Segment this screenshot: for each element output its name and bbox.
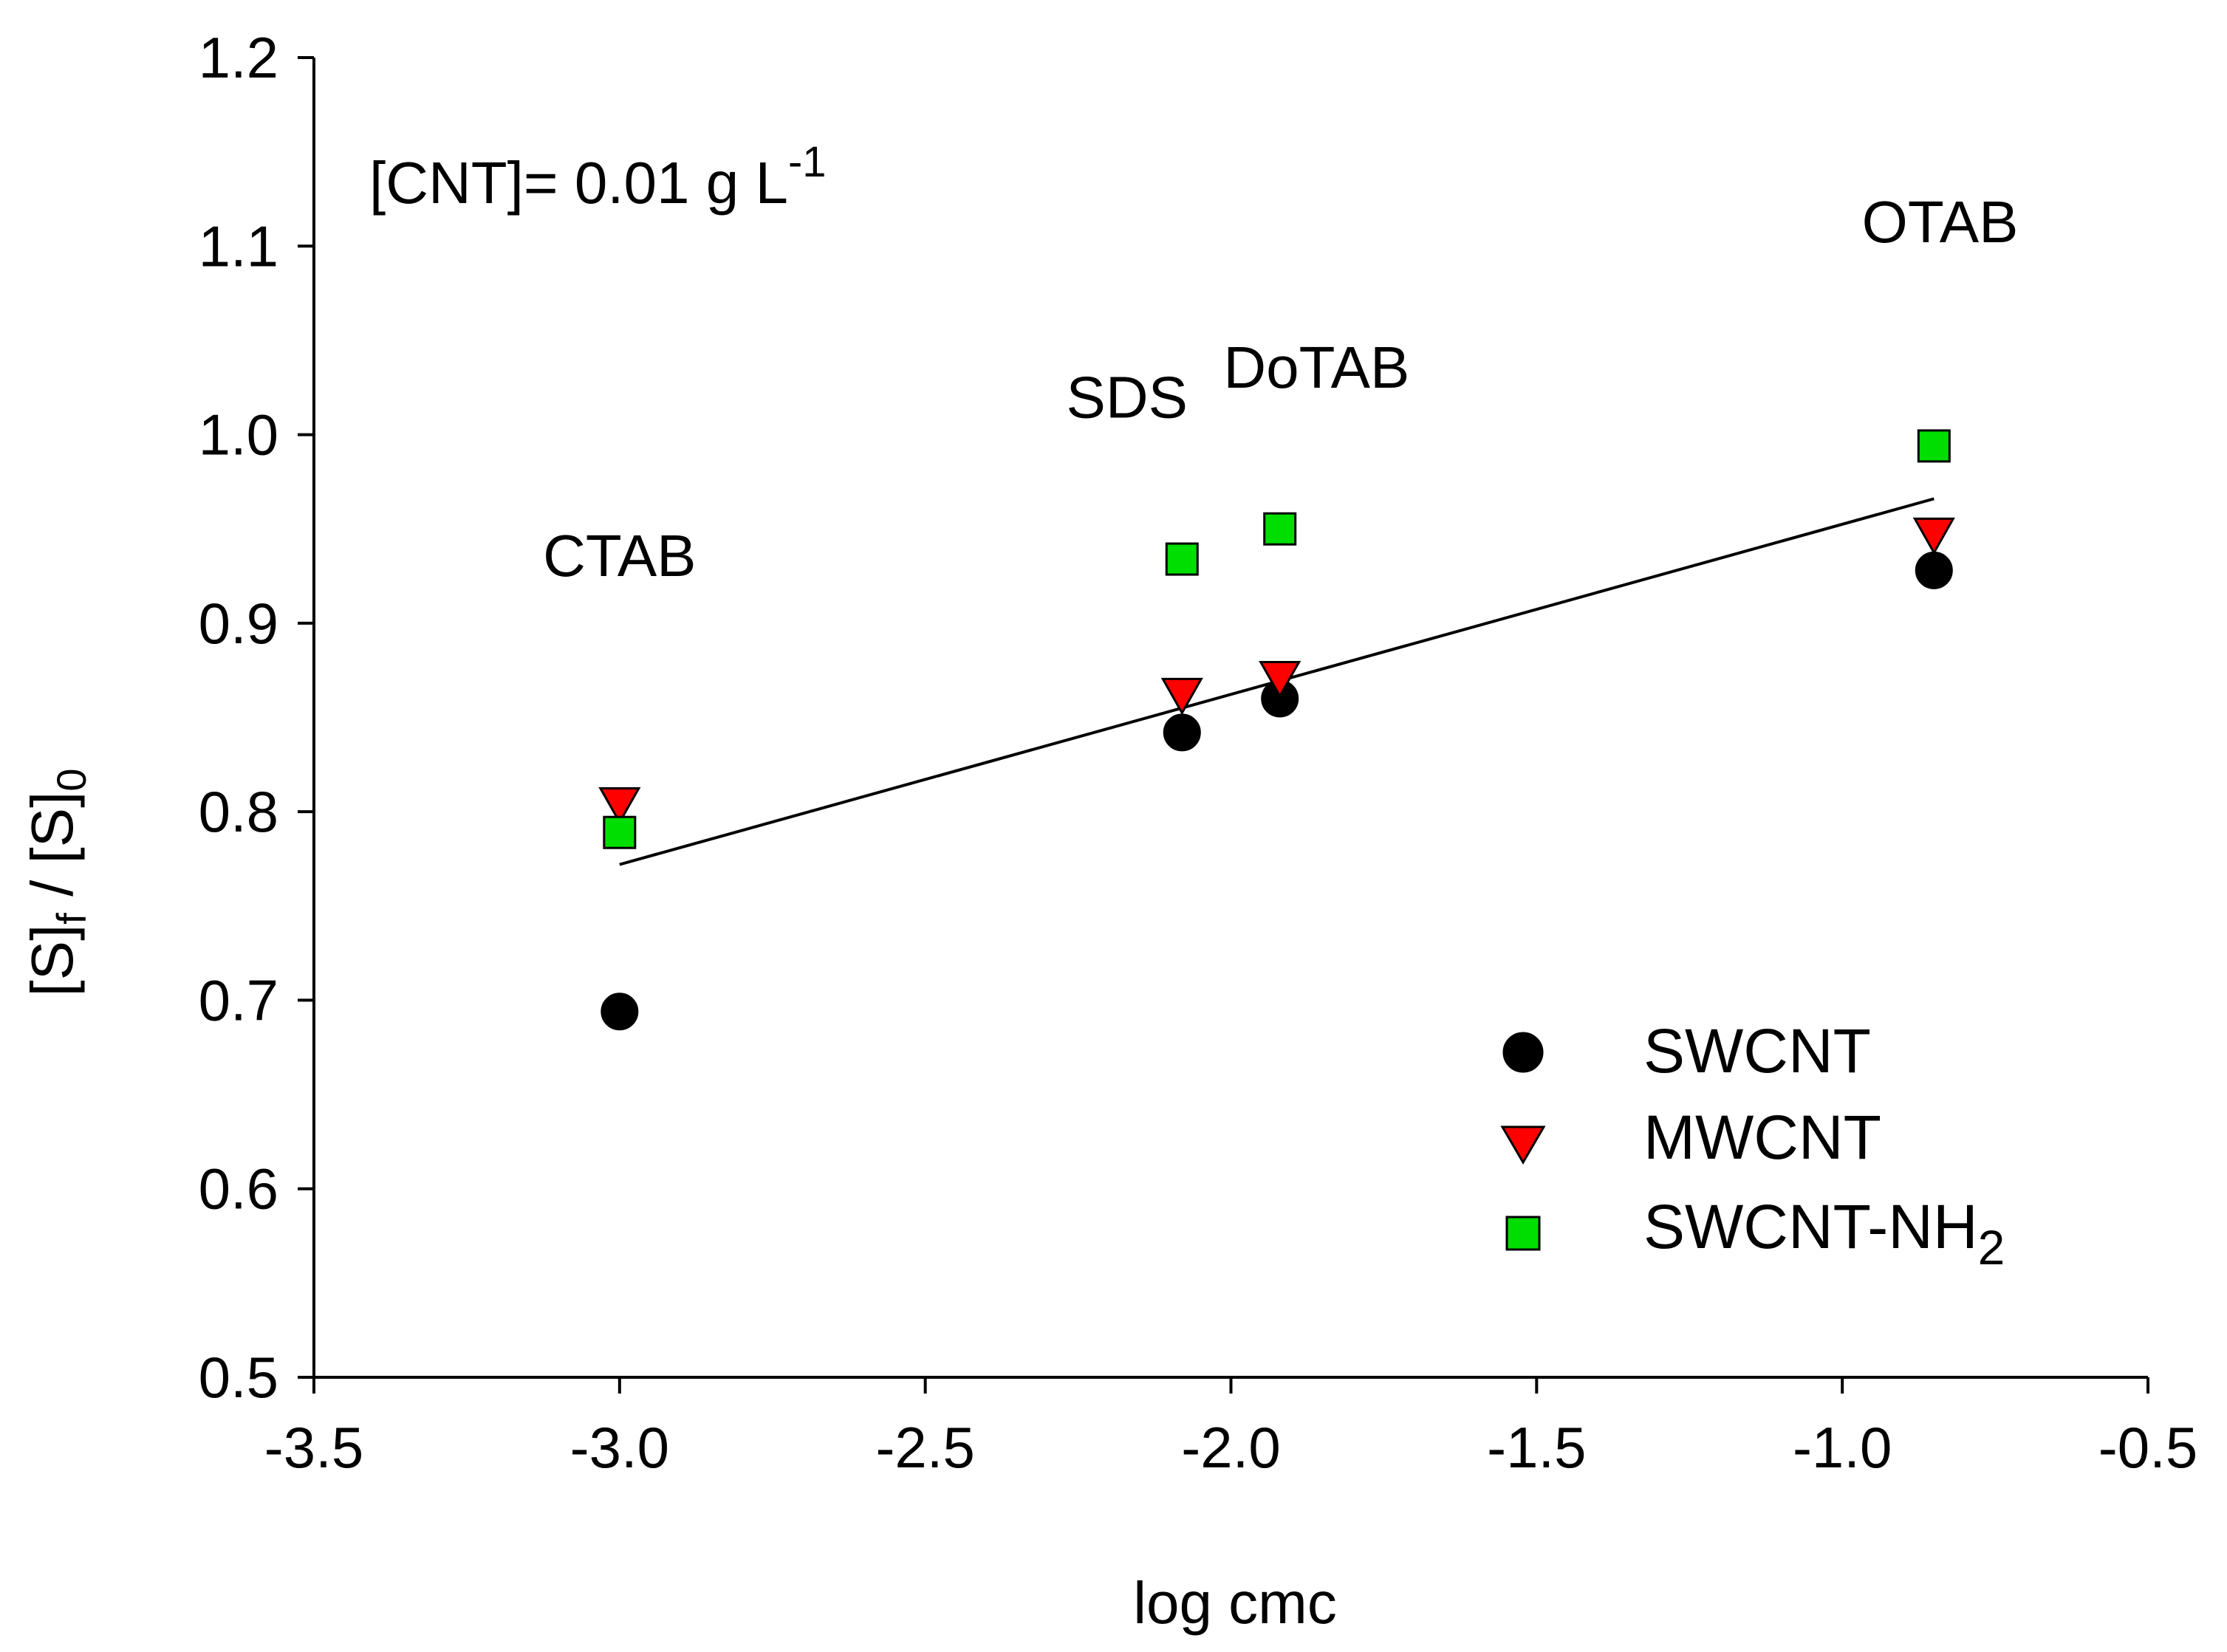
x-tick-label: -0.5 — [2098, 1415, 2197, 1480]
point-swcnt-3 — [1915, 551, 1953, 589]
y-tick-label: 1.2 — [199, 25, 278, 90]
legend: SWCNT MWCNT SWCNT-NH2 — [1500, 1016, 2005, 1275]
x-axis-title: log cmc — [1133, 1570, 1337, 1636]
annotation-dotab: DoTAB — [1223, 335, 1409, 400]
y-axis-title-sub-f: f — [48, 913, 95, 925]
legend-label-mwcnt: MWCNT — [1643, 1103, 1881, 1172]
y-tick-label: 0.9 — [199, 591, 278, 656]
point-mwcnt-0 — [598, 786, 641, 825]
data-points — [598, 429, 1955, 1031]
y-tick-label: 0.8 — [199, 779, 278, 844]
point-swcnt-nh-2 — [1263, 512, 1297, 546]
point-swcnt-nh-1 — [1165, 542, 1199, 576]
y-axis-title-sep: / [S] — [19, 792, 85, 914]
x-tick-label: -3.5 — [264, 1415, 363, 1480]
axis-ticks: -3.5 -3.0 -2.5 -2.0 -1.5 -1.0 -0.5 0.5 0.6 0.7 0.8… — [199, 25, 2198, 1480]
legend-marker-mwcnt — [1500, 1125, 1546, 1165]
y-tick-label: 1.0 — [199, 402, 278, 467]
y-axis-title-main: [S] — [19, 925, 85, 997]
legend-label-swcnt-nh2-sub: 2 — [1978, 1220, 2005, 1275]
legend-marker-swcnt-nh2 — [1505, 1216, 1541, 1251]
point-swcnt-0 — [601, 993, 639, 1031]
annotations: CTAB SDS DoTAB OTAB — [543, 189, 2018, 589]
annotation-otab: OTAB — [1862, 189, 2019, 255]
condition-text: [CNT]= 0.01 g L — [369, 150, 788, 216]
x-tick-label: -3.0 — [570, 1415, 669, 1480]
y-axis-title: [S]f / [S]0 — [19, 768, 95, 996]
point-mwcnt-3 — [1912, 517, 1955, 555]
condition-label: [CNT]= 0.01 g L-1 — [369, 138, 827, 216]
point-swcnt-nh-0 — [603, 815, 637, 849]
x-tick-label: -2.5 — [875, 1415, 974, 1480]
point-swcnt-nh-3 — [1917, 429, 1951, 463]
legend-label-swcnt-nh2-main: SWCNT-NH — [1643, 1192, 1978, 1261]
point-mwcnt-1 — [1160, 677, 1203, 716]
y-axis-title-sub-0: 0 — [48, 768, 95, 791]
condition-sup: -1 — [788, 138, 827, 186]
plot-frame — [312, 58, 2148, 1379]
x-tick-label: -1.5 — [1487, 1415, 1586, 1480]
legend-label-swcnt-nh2: SWCNT-NH2 — [1643, 1192, 2005, 1275]
annotation-ctab: CTAB — [543, 523, 696, 589]
y-tick-label: 0.6 — [199, 1156, 278, 1221]
y-tick-label: 0.5 — [199, 1345, 278, 1410]
legend-label-swcnt: SWCNT — [1643, 1016, 1871, 1086]
x-tick-label: -2.0 — [1181, 1415, 1280, 1480]
y-tick-label: 1.1 — [199, 213, 278, 278]
annotation-sds: SDS — [1067, 365, 1188, 431]
legend-marker-swcnt — [1502, 1032, 1544, 1073]
x-tick-label: -1.0 — [1793, 1415, 1892, 1480]
point-mwcnt-2 — [1259, 660, 1301, 699]
y-tick-label: 0.7 — [199, 967, 278, 1032]
point-swcnt-1 — [1163, 713, 1201, 752]
